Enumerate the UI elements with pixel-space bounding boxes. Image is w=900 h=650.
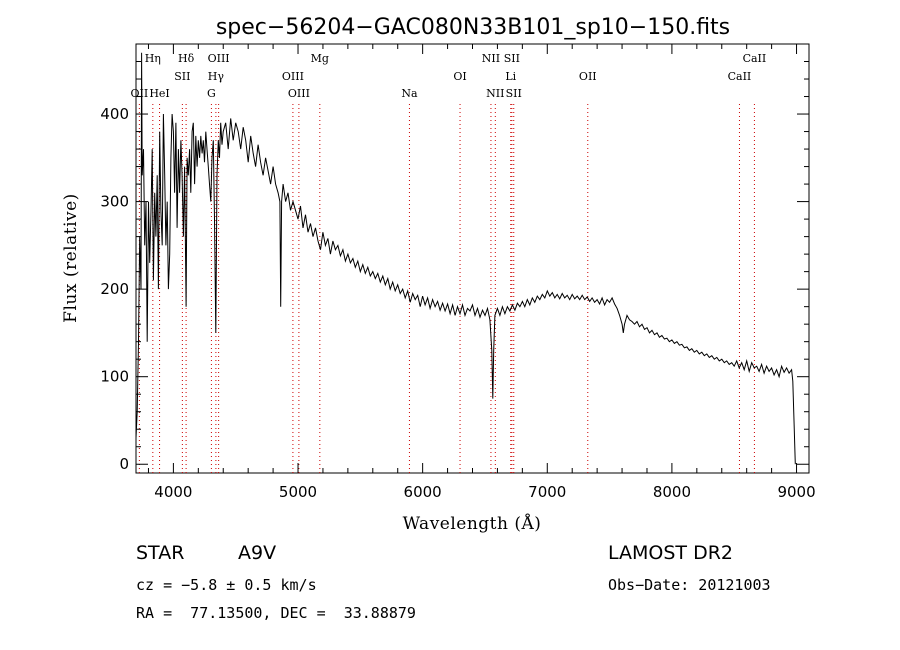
- object-subclass: A9V: [238, 542, 277, 564]
- line-label: SII: [504, 52, 520, 65]
- plot-frame: [135, 43, 810, 474]
- object-class: STAR: [136, 542, 185, 564]
- coordinates: RA = 77.13500, DEC = 33.88879: [136, 604, 416, 622]
- x-tick-label: 5000: [279, 483, 317, 501]
- y-tick-label: 100: [100, 368, 129, 386]
- line-label: G: [207, 87, 216, 100]
- y-tick-label: 400: [100, 105, 129, 123]
- line-label: Hγ: [208, 70, 225, 83]
- line-label: Li: [505, 70, 516, 83]
- redshift-readout: cz = −5.8 ± 0.5 km/s: [136, 576, 317, 594]
- y-tick-label: 0: [119, 455, 129, 473]
- line-label: OI: [453, 70, 466, 83]
- line-label: HeI: [149, 87, 169, 100]
- line-label: Mg: [311, 52, 329, 65]
- line-label: Na: [401, 87, 418, 100]
- line-label: SII: [506, 87, 522, 100]
- obs-date: Obs−Date: 20121003: [608, 576, 771, 594]
- axis-ticks: 4000 5000 6000 7000 8000 9000 0 100 200 300 400: [100, 44, 816, 501]
- line-label: OII: [579, 70, 597, 83]
- x-tick-label: 8000: [653, 483, 691, 501]
- line-label: OII: [131, 87, 149, 100]
- line-label: Hδ: [178, 52, 195, 65]
- chart-title: spec−56204−GAC080N33B101_sp10−150.fits: [216, 15, 730, 40]
- line-labels: OII Hη HeI SII Hδ OIII Hγ G OIII OIII Mg Na OI NII NII…: [131, 52, 767, 100]
- line-label: NII: [486, 87, 504, 100]
- x-tick-label: 9000: [777, 483, 815, 501]
- line-label: OIII: [208, 52, 230, 65]
- line-markers: [138, 102, 755, 473]
- x-tick-label: 6000: [404, 483, 442, 501]
- y-axis-label: Flux (relative): [61, 193, 81, 323]
- spectrum-line: [135, 52, 796, 465]
- line-label: CaII: [728, 70, 752, 83]
- y-tick-label: 200: [100, 280, 129, 298]
- x-tick-label: 4000: [154, 483, 192, 501]
- line-label: NII: [482, 52, 500, 65]
- line-label: SII: [174, 70, 190, 83]
- x-axis-label: Wavelength (Å): [403, 513, 542, 534]
- y-tick-label: 300: [100, 193, 129, 211]
- line-label: CaII: [743, 52, 767, 65]
- line-label: OIII: [288, 87, 310, 100]
- survey-label: LAMOST DR2: [608, 542, 733, 564]
- line-label: Hη: [145, 52, 161, 65]
- x-tick-label: 7000: [528, 483, 566, 501]
- line-label: OIII: [282, 70, 304, 83]
